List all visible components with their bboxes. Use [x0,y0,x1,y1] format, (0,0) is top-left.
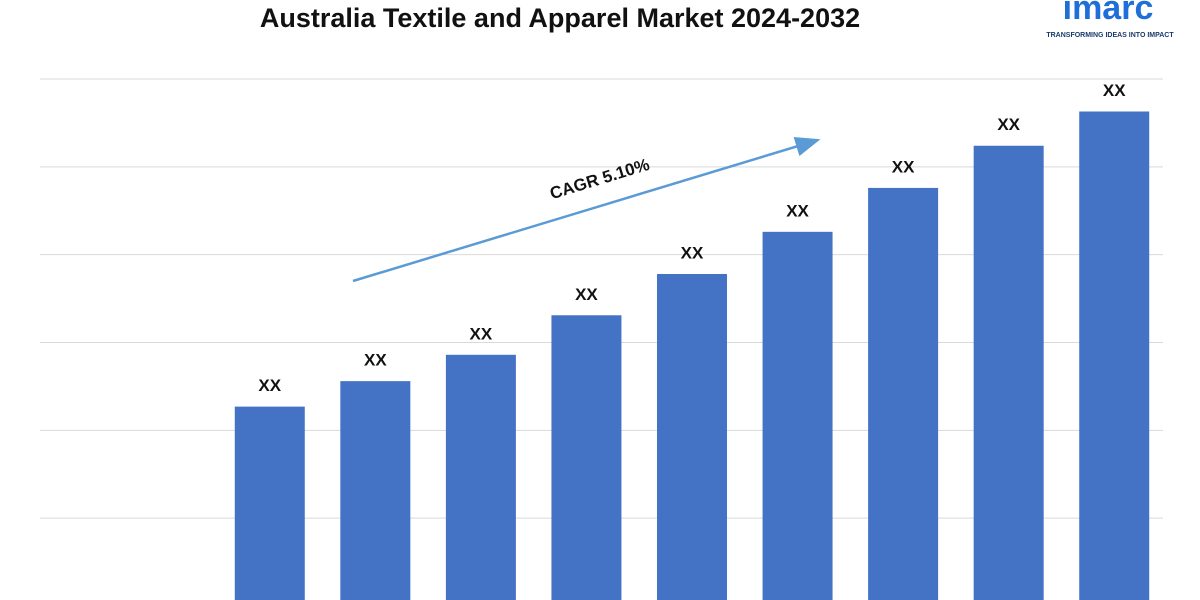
bar [234,406,305,600]
value-label: XX [470,324,493,343]
bar [445,354,516,600]
logo-tagline: TRANSFORMING IDEAS INTO IMPACT [1046,32,1174,39]
bar [340,381,411,600]
bar [1079,111,1150,600]
chart-title: Australia Textile and Apparel Market 202… [260,3,860,33]
bar [868,187,939,600]
logo: imarc [1063,0,1154,27]
value-label: XX [575,285,598,304]
value-label: XX [892,157,915,176]
bar [762,231,833,600]
value-label: XX [364,351,387,370]
bar [551,315,622,600]
trend-arrow [352,136,821,283]
bar [973,145,1044,600]
value-label: XX [786,201,809,220]
value-label: XX [997,115,1020,134]
value-label: XX [258,376,281,395]
value-label: XX [681,243,704,262]
bar [657,273,727,600]
value-label: XX [1103,81,1126,100]
